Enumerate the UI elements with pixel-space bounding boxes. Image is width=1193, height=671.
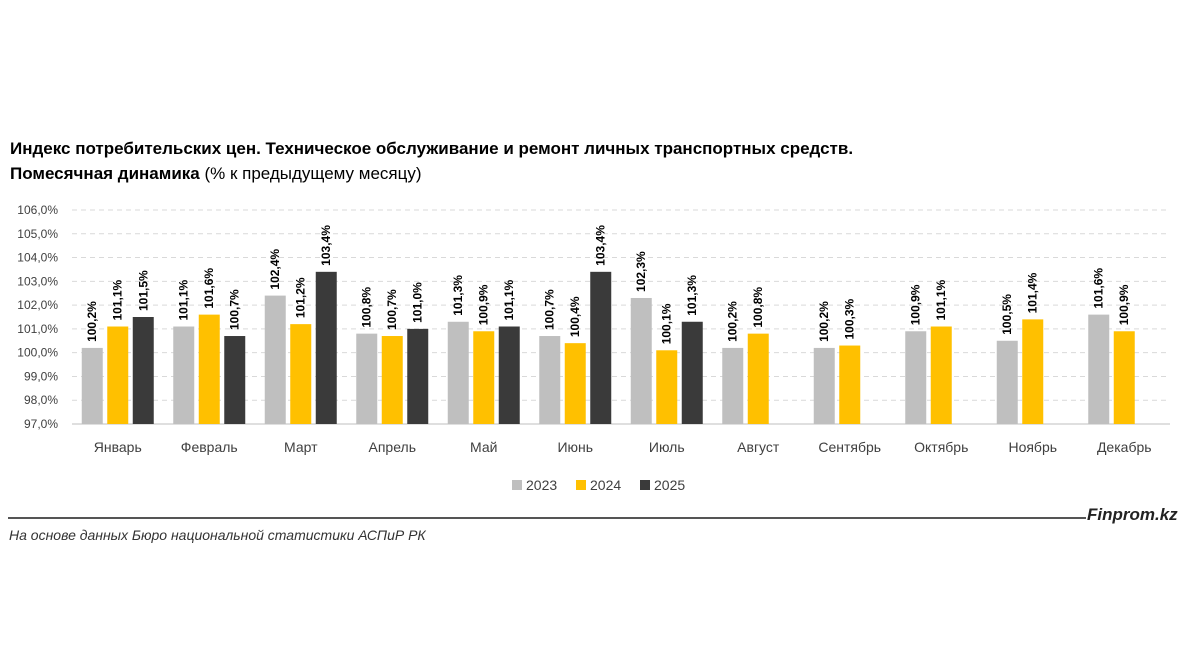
chart-subtitle-rest: (% к предыдущему месяцу) — [199, 164, 422, 183]
data-label: 101,4% — [1026, 272, 1040, 313]
y-tick-label: 101,0% — [17, 322, 58, 336]
bar-2023 — [722, 347, 744, 424]
bar-2024 — [290, 324, 312, 424]
legend-label-2023: 2023 — [526, 477, 557, 493]
data-label: 100,2% — [726, 301, 740, 342]
bar-2023 — [447, 321, 469, 424]
bar-2023 — [264, 295, 286, 424]
data-label: 101,1% — [111, 279, 125, 320]
bar-2023 — [905, 331, 927, 424]
data-label: 100,7% — [385, 289, 399, 330]
data-label: 101,3% — [451, 275, 465, 316]
data-label: 100,2% — [85, 301, 99, 342]
bar-2024 — [930, 326, 952, 424]
y-tick-label: 105,0% — [17, 227, 58, 241]
bar-2025 — [498, 326, 520, 424]
x-category-label: Июнь — [557, 439, 593, 455]
bar-2023 — [173, 326, 195, 424]
bar-2024 — [839, 345, 861, 424]
y-tick-label: 99,0% — [24, 369, 58, 383]
legend-label-2024: 2024 — [590, 477, 621, 493]
data-label: 100,8% — [751, 287, 765, 328]
data-label: 100,9% — [477, 284, 491, 325]
data-label: 101,0% — [411, 282, 425, 323]
bar-2023 — [1088, 314, 1110, 424]
bar-2023 — [996, 340, 1018, 424]
bar-2025 — [224, 336, 246, 424]
brand-logo-text: Finprom.kz — [1087, 505, 1178, 524]
bar-2024 — [564, 343, 586, 424]
bar-2025 — [590, 271, 612, 424]
data-label: 101,1% — [177, 279, 191, 320]
data-label: 100,9% — [1117, 284, 1131, 325]
x-category-label: Апрель — [369, 439, 417, 455]
x-category-label: Октябрь — [914, 439, 968, 455]
legend-swatch-2023 — [512, 480, 522, 490]
bar-2024 — [747, 333, 769, 424]
x-category-label: Июль — [649, 439, 685, 455]
data-label: 101,5% — [136, 270, 150, 311]
data-label: 100,5% — [1000, 294, 1014, 335]
chart-title: Индекс потребительских цен. Техническое … — [10, 136, 853, 186]
data-label: 102,4% — [268, 249, 282, 290]
data-label: 100,2% — [817, 301, 831, 342]
data-label: 100,8% — [360, 287, 374, 328]
x-category-label: Май — [470, 439, 497, 455]
x-category-label: Март — [284, 439, 318, 455]
chart-title-line2: Помесячная динамика (% к предыдущему мес… — [10, 161, 853, 186]
source-note: На основе данных Бюро национальной стати… — [9, 527, 426, 543]
bar-2023 — [356, 333, 378, 424]
data-label: 100,1% — [660, 303, 674, 344]
footer-divider — [8, 517, 1086, 519]
data-label: 101,3% — [685, 275, 699, 316]
legend-swatch-2025 — [640, 480, 650, 490]
x-category-label: Декабрь — [1097, 439, 1152, 455]
y-tick-label: 102,0% — [17, 298, 58, 312]
data-label: 100,3% — [843, 299, 857, 340]
bar-2024 — [198, 314, 220, 424]
data-label: 100,7% — [228, 289, 242, 330]
y-tick-label: 100,0% — [17, 346, 58, 360]
bar-2024 — [1022, 319, 1044, 424]
data-label: 100,9% — [909, 284, 923, 325]
bar-2024 — [656, 350, 678, 424]
bar-2023 — [813, 347, 835, 424]
y-tick-label: 103,0% — [17, 274, 58, 288]
bar-2024 — [1113, 331, 1135, 424]
bar-2024 — [107, 326, 129, 424]
y-tick-label: 104,0% — [17, 251, 58, 265]
bar-2023 — [81, 347, 103, 424]
bar-2025 — [681, 321, 703, 424]
bar-2025 — [315, 271, 337, 424]
data-label: 103,4% — [594, 225, 608, 266]
bar-2023 — [539, 336, 561, 424]
bar-2024 — [381, 336, 403, 424]
x-category-label: Январь — [94, 439, 142, 455]
x-category-label: Ноябрь — [1008, 439, 1057, 455]
x-category-label: Сентябрь — [818, 439, 881, 455]
legend-label-2025: 2025 — [654, 477, 685, 493]
data-label: 100,7% — [543, 289, 557, 330]
bar-2024 — [473, 331, 495, 424]
data-label: 101,6% — [202, 268, 216, 309]
y-tick-label: 98,0% — [24, 393, 58, 407]
data-label: 101,2% — [294, 277, 308, 318]
data-label: 102,3% — [634, 251, 648, 292]
x-category-label: Февраль — [181, 439, 238, 455]
x-category-label: Август — [737, 439, 780, 455]
bar-2025 — [132, 317, 154, 424]
legend-swatch-2024 — [576, 480, 586, 490]
bar-2025 — [407, 328, 429, 424]
y-tick-label: 97,0% — [24, 417, 58, 431]
bar-2023 — [630, 297, 652, 424]
data-label: 100,4% — [568, 296, 582, 337]
data-label: 103,4% — [319, 225, 333, 266]
chart-subtitle-bold: Помесячная динамика — [10, 164, 200, 183]
data-label: 101,1% — [934, 279, 948, 320]
chart-title-line1: Индекс потребительских цен. Техническое … — [10, 139, 854, 158]
data-label: 101,1% — [502, 279, 516, 320]
y-tick-label: 106,0% — [17, 203, 58, 217]
data-label: 101,6% — [1092, 268, 1106, 309]
